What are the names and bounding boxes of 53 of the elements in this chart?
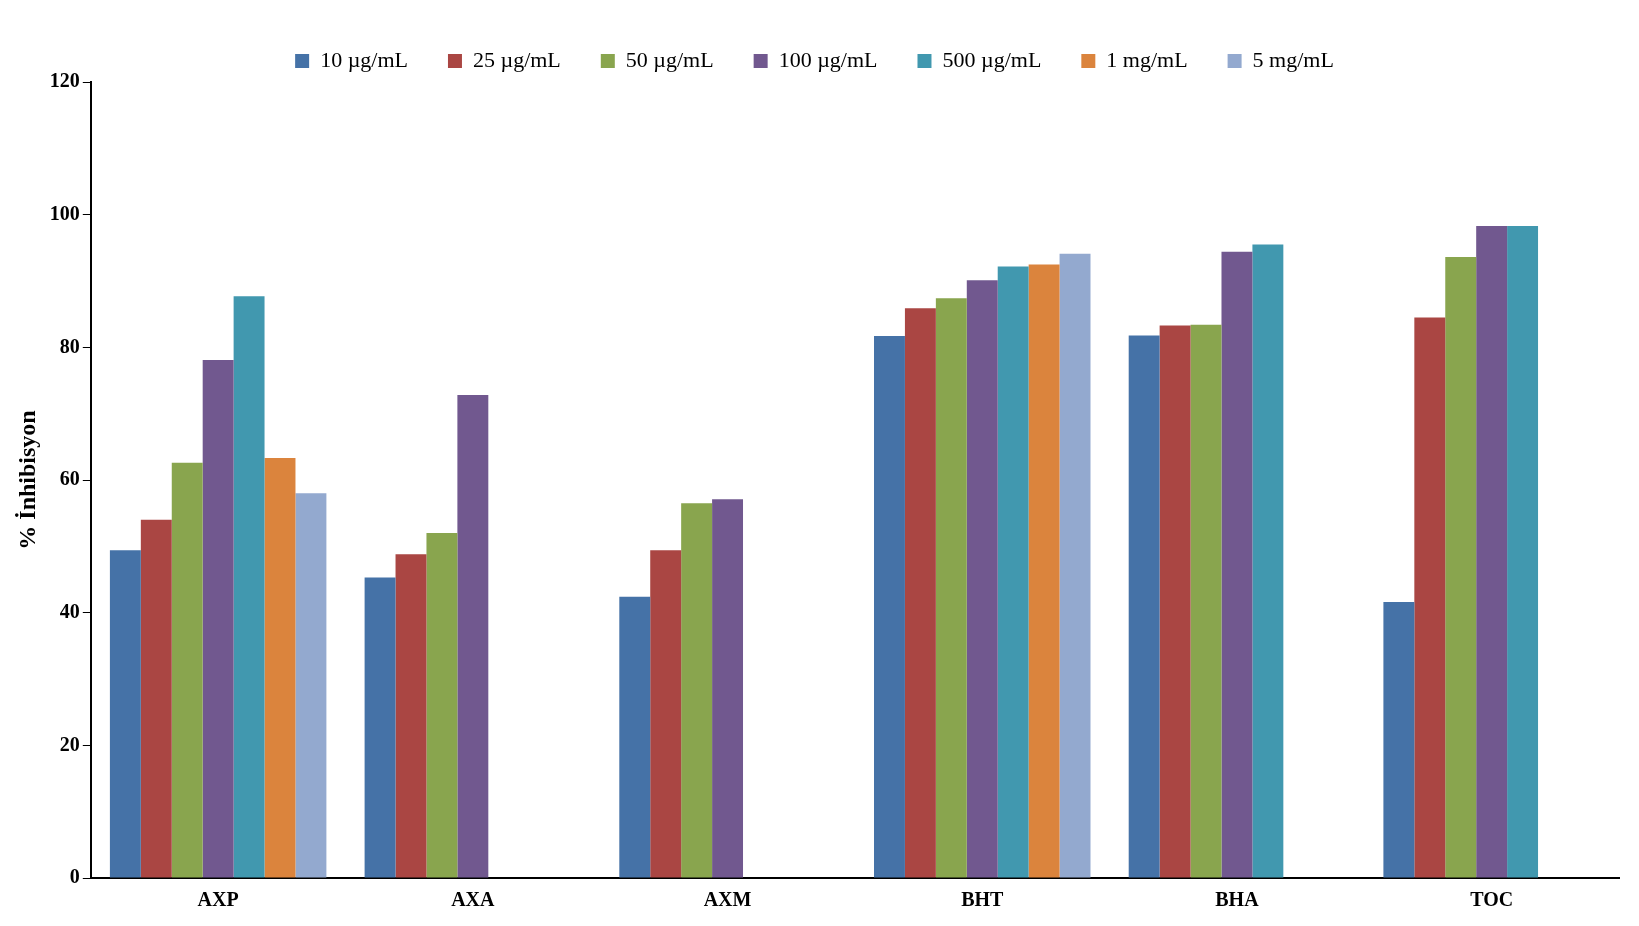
x-tick-label: AXM	[703, 888, 752, 911]
legend-label: 50 µg/mL	[625, 46, 714, 72]
bar	[233, 296, 265, 878]
bar	[1383, 602, 1415, 878]
bar	[712, 499, 744, 878]
y-tick-label: 60	[59, 467, 80, 490]
bar	[904, 308, 936, 878]
bar	[295, 493, 327, 878]
y-tick-label: 120	[49, 69, 80, 92]
bar	[202, 359, 234, 878]
bar	[935, 298, 967, 878]
y-tick-label: 40	[59, 599, 80, 622]
legend-label: 5 mg/mL	[1252, 46, 1334, 72]
legend-label: 25 µg/mL	[472, 46, 561, 72]
x-tick-label: AXA	[451, 888, 496, 911]
bar	[1159, 325, 1191, 878]
bar	[1190, 324, 1222, 878]
x-tick-label: BHT	[961, 888, 1005, 911]
x-tick-label: AXP	[197, 888, 239, 911]
legend-label: 500 µg/mL	[942, 46, 1042, 72]
bar	[395, 554, 427, 878]
bar	[1507, 225, 1539, 878]
bar	[426, 533, 458, 878]
bar	[1445, 257, 1477, 878]
bar	[681, 503, 713, 878]
bar	[140, 519, 172, 878]
bar	[457, 395, 489, 878]
bar	[364, 577, 396, 878]
bar	[1414, 317, 1446, 878]
bar	[1128, 335, 1160, 878]
bar	[619, 596, 651, 878]
bar	[109, 550, 141, 878]
x-tick-label: BHA	[1215, 888, 1260, 911]
bar	[874, 336, 905, 878]
x-tick-label: TOC	[1470, 888, 1514, 911]
bar	[1059, 253, 1091, 878]
bar	[171, 462, 203, 878]
y-axis-title: % İnhibisyon	[13, 410, 40, 550]
bar	[1028, 264, 1060, 878]
y-tick-label: 80	[59, 334, 80, 357]
legend-label: 10 µg/mL	[320, 46, 408, 72]
bar	[1221, 251, 1253, 878]
legend-label: 1 mg/mL	[1106, 46, 1188, 72]
bar	[264, 458, 296, 878]
bar	[650, 550, 682, 878]
y-tick-label: 100	[49, 201, 80, 224]
bar	[997, 266, 1029, 878]
legend-label: 100 µg/mL	[778, 46, 878, 72]
y-tick-label: 20	[59, 732, 80, 755]
bar	[1252, 244, 1284, 878]
bar	[1476, 225, 1508, 878]
bar	[966, 280, 998, 878]
y-tick-label: 0	[69, 865, 80, 888]
